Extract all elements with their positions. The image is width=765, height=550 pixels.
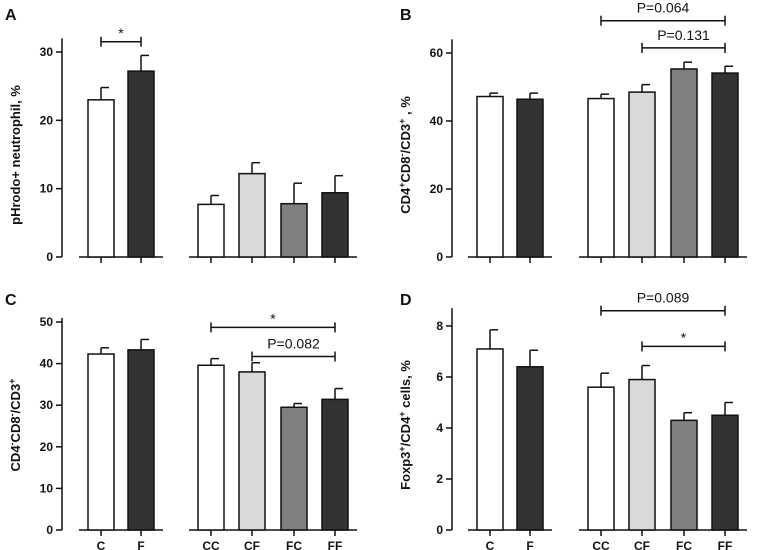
x-tick-label: C — [97, 539, 106, 550]
panel-letter: D — [400, 292, 412, 309]
bar-c — [476, 95, 504, 258]
y-label-text: , % — [398, 96, 413, 119]
y-tick-label: 40 — [40, 357, 54, 371]
y-label-text: CD4 — [398, 187, 413, 214]
x-tick-label: CF — [634, 539, 650, 550]
y-tick-label: 8 — [436, 319, 443, 333]
y-label-superscript: + — [397, 411, 407, 416]
bar-c — [87, 353, 115, 531]
y-tick-label: 20 — [430, 182, 444, 196]
bar-cf — [628, 91, 656, 258]
significance-label: P=0.131 — [657, 27, 710, 43]
x-tick-label: FC — [286, 539, 302, 550]
x-tick-label: CF — [244, 539, 260, 550]
y-tick-label: 4 — [436, 421, 443, 435]
bar-c — [476, 348, 504, 531]
x-tick-label: F — [526, 539, 533, 550]
y-label-text: /CD3 — [8, 384, 23, 414]
significance-label: * — [681, 329, 687, 345]
x-tick-label: FF — [328, 539, 343, 550]
y-label-text: cells, % — [398, 360, 413, 412]
significance-label: P=0.089 — [637, 290, 690, 306]
x-tick-label: C — [486, 539, 495, 550]
y-label-text: /CD4 — [398, 416, 413, 446]
bar-fc — [670, 419, 698, 531]
y-label-superscript: + — [397, 119, 407, 124]
bar-cf — [238, 371, 266, 531]
bar-f — [516, 98, 544, 258]
bar-f — [127, 349, 155, 531]
bar-ff — [711, 414, 739, 531]
y-label-superscript: + — [397, 183, 407, 188]
panel-letter: C — [5, 292, 17, 309]
bar-fc — [280, 406, 308, 531]
bar-ff — [711, 72, 739, 258]
x-tick-label: CC — [592, 539, 610, 550]
y-label-text: Foxp3 — [398, 452, 413, 490]
bar-fc — [280, 202, 308, 258]
y-label-superscript: - — [7, 413, 17, 416]
y-tick-label: 10 — [40, 481, 54, 495]
bar-c — [87, 99, 115, 258]
y-tick-label: 30 — [40, 398, 54, 412]
significance-label: * — [118, 25, 124, 41]
y-axis-label: CD4+CD8-/CD3+ , % — [397, 96, 413, 214]
y-label-text: CD8 — [398, 157, 413, 183]
bar-ff — [321, 398, 349, 531]
bar-cf — [238, 172, 266, 258]
y-axis-label: Foxp3+/CD4+ cells, % — [397, 360, 413, 490]
y-tick-label: 40 — [430, 114, 444, 128]
y-label-text: CD8 — [8, 416, 23, 442]
y-tick-label: 6 — [436, 370, 443, 384]
bar-cc — [587, 386, 615, 531]
x-tick-label: FF — [718, 539, 733, 550]
y-tick-label: 2 — [436, 472, 443, 486]
bar-ff — [321, 192, 349, 258]
y-tick-label: 30 — [40, 45, 54, 59]
y-tick-label: 0 — [436, 523, 443, 537]
y-axis-label: pHrodo+ neutrophil, % — [8, 85, 23, 225]
y-tick-label: 0 — [46, 250, 53, 264]
y-tick-label: 10 — [40, 182, 54, 196]
y-label-superscript: + — [7, 379, 17, 384]
bar-cc — [197, 364, 225, 531]
x-tick-label: CC — [202, 539, 220, 550]
y-label-superscript: - — [7, 442, 17, 445]
bar-cc — [197, 203, 225, 258]
y-tick-label: 0 — [436, 250, 443, 264]
x-tick-label: F — [137, 539, 144, 550]
significance-label: P=0.064 — [637, 0, 690, 16]
panel-letter: B — [400, 7, 412, 24]
y-tick-label: 60 — [430, 46, 444, 60]
y-label-superscript: - — [397, 154, 407, 157]
y-tick-label: 50 — [40, 315, 54, 329]
significance-label: * — [270, 310, 276, 326]
bar-fc — [670, 68, 698, 258]
bar-cf — [628, 378, 656, 531]
significance-label: P=0.082 — [267, 336, 320, 352]
y-label-text: CD4 — [8, 445, 23, 472]
y-tick-label: 20 — [40, 113, 54, 127]
y-axis-label: CD4-CD8-/CD3+ — [7, 379, 23, 472]
x-tick-label: FC — [676, 539, 692, 550]
y-tick-label: 0 — [46, 523, 53, 537]
bar-f — [516, 366, 544, 531]
y-tick-label: 20 — [40, 440, 54, 454]
bar-cc — [587, 97, 615, 258]
panel-letter: A — [5, 7, 17, 24]
panel-a: A 0 10 20 30 * pHrodo+ neutrophil, % — [5, 7, 357, 264]
bar-f — [127, 70, 155, 258]
y-label-text: /CD3 — [398, 124, 413, 154]
y-label-superscript: + — [397, 446, 407, 451]
